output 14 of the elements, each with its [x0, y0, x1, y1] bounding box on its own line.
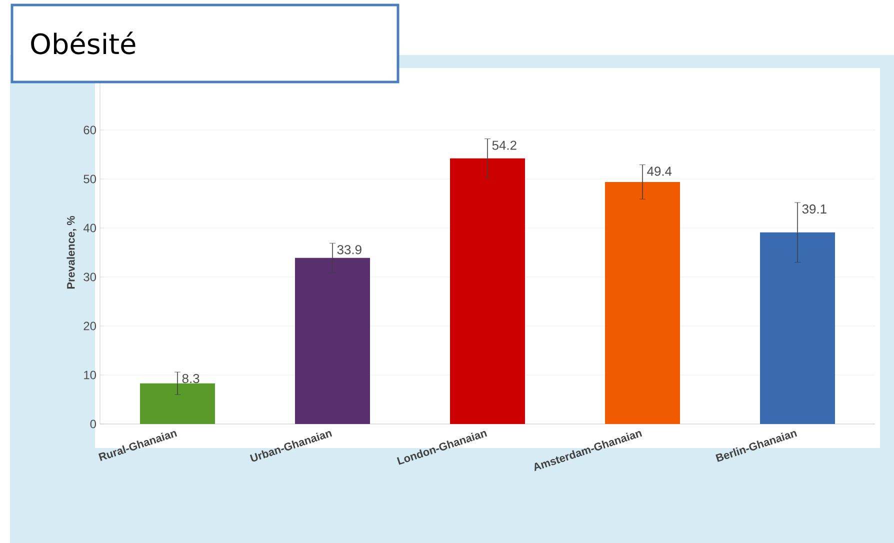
y-axis-title: Prevalence, %	[66, 216, 76, 289]
y-tick-label: 50	[84, 174, 96, 184]
y-tick-label: 20	[84, 322, 96, 330]
data-label: 33.9	[337, 245, 362, 254]
data-label: 39.1	[802, 204, 826, 214]
data-label: 8.3	[182, 374, 200, 384]
data-label: 54.2	[492, 140, 516, 150]
data-label: 49.4	[647, 166, 672, 176]
chart-title: Obésité	[31, 32, 136, 54]
y-tick-label: 10	[84, 370, 96, 380]
y-tick-label: 60	[84, 126, 96, 134]
y-tick-label: 30	[84, 272, 96, 282]
y-tick-label: 40	[83, 224, 96, 232]
y-tick-label: 0	[90, 420, 96, 428]
